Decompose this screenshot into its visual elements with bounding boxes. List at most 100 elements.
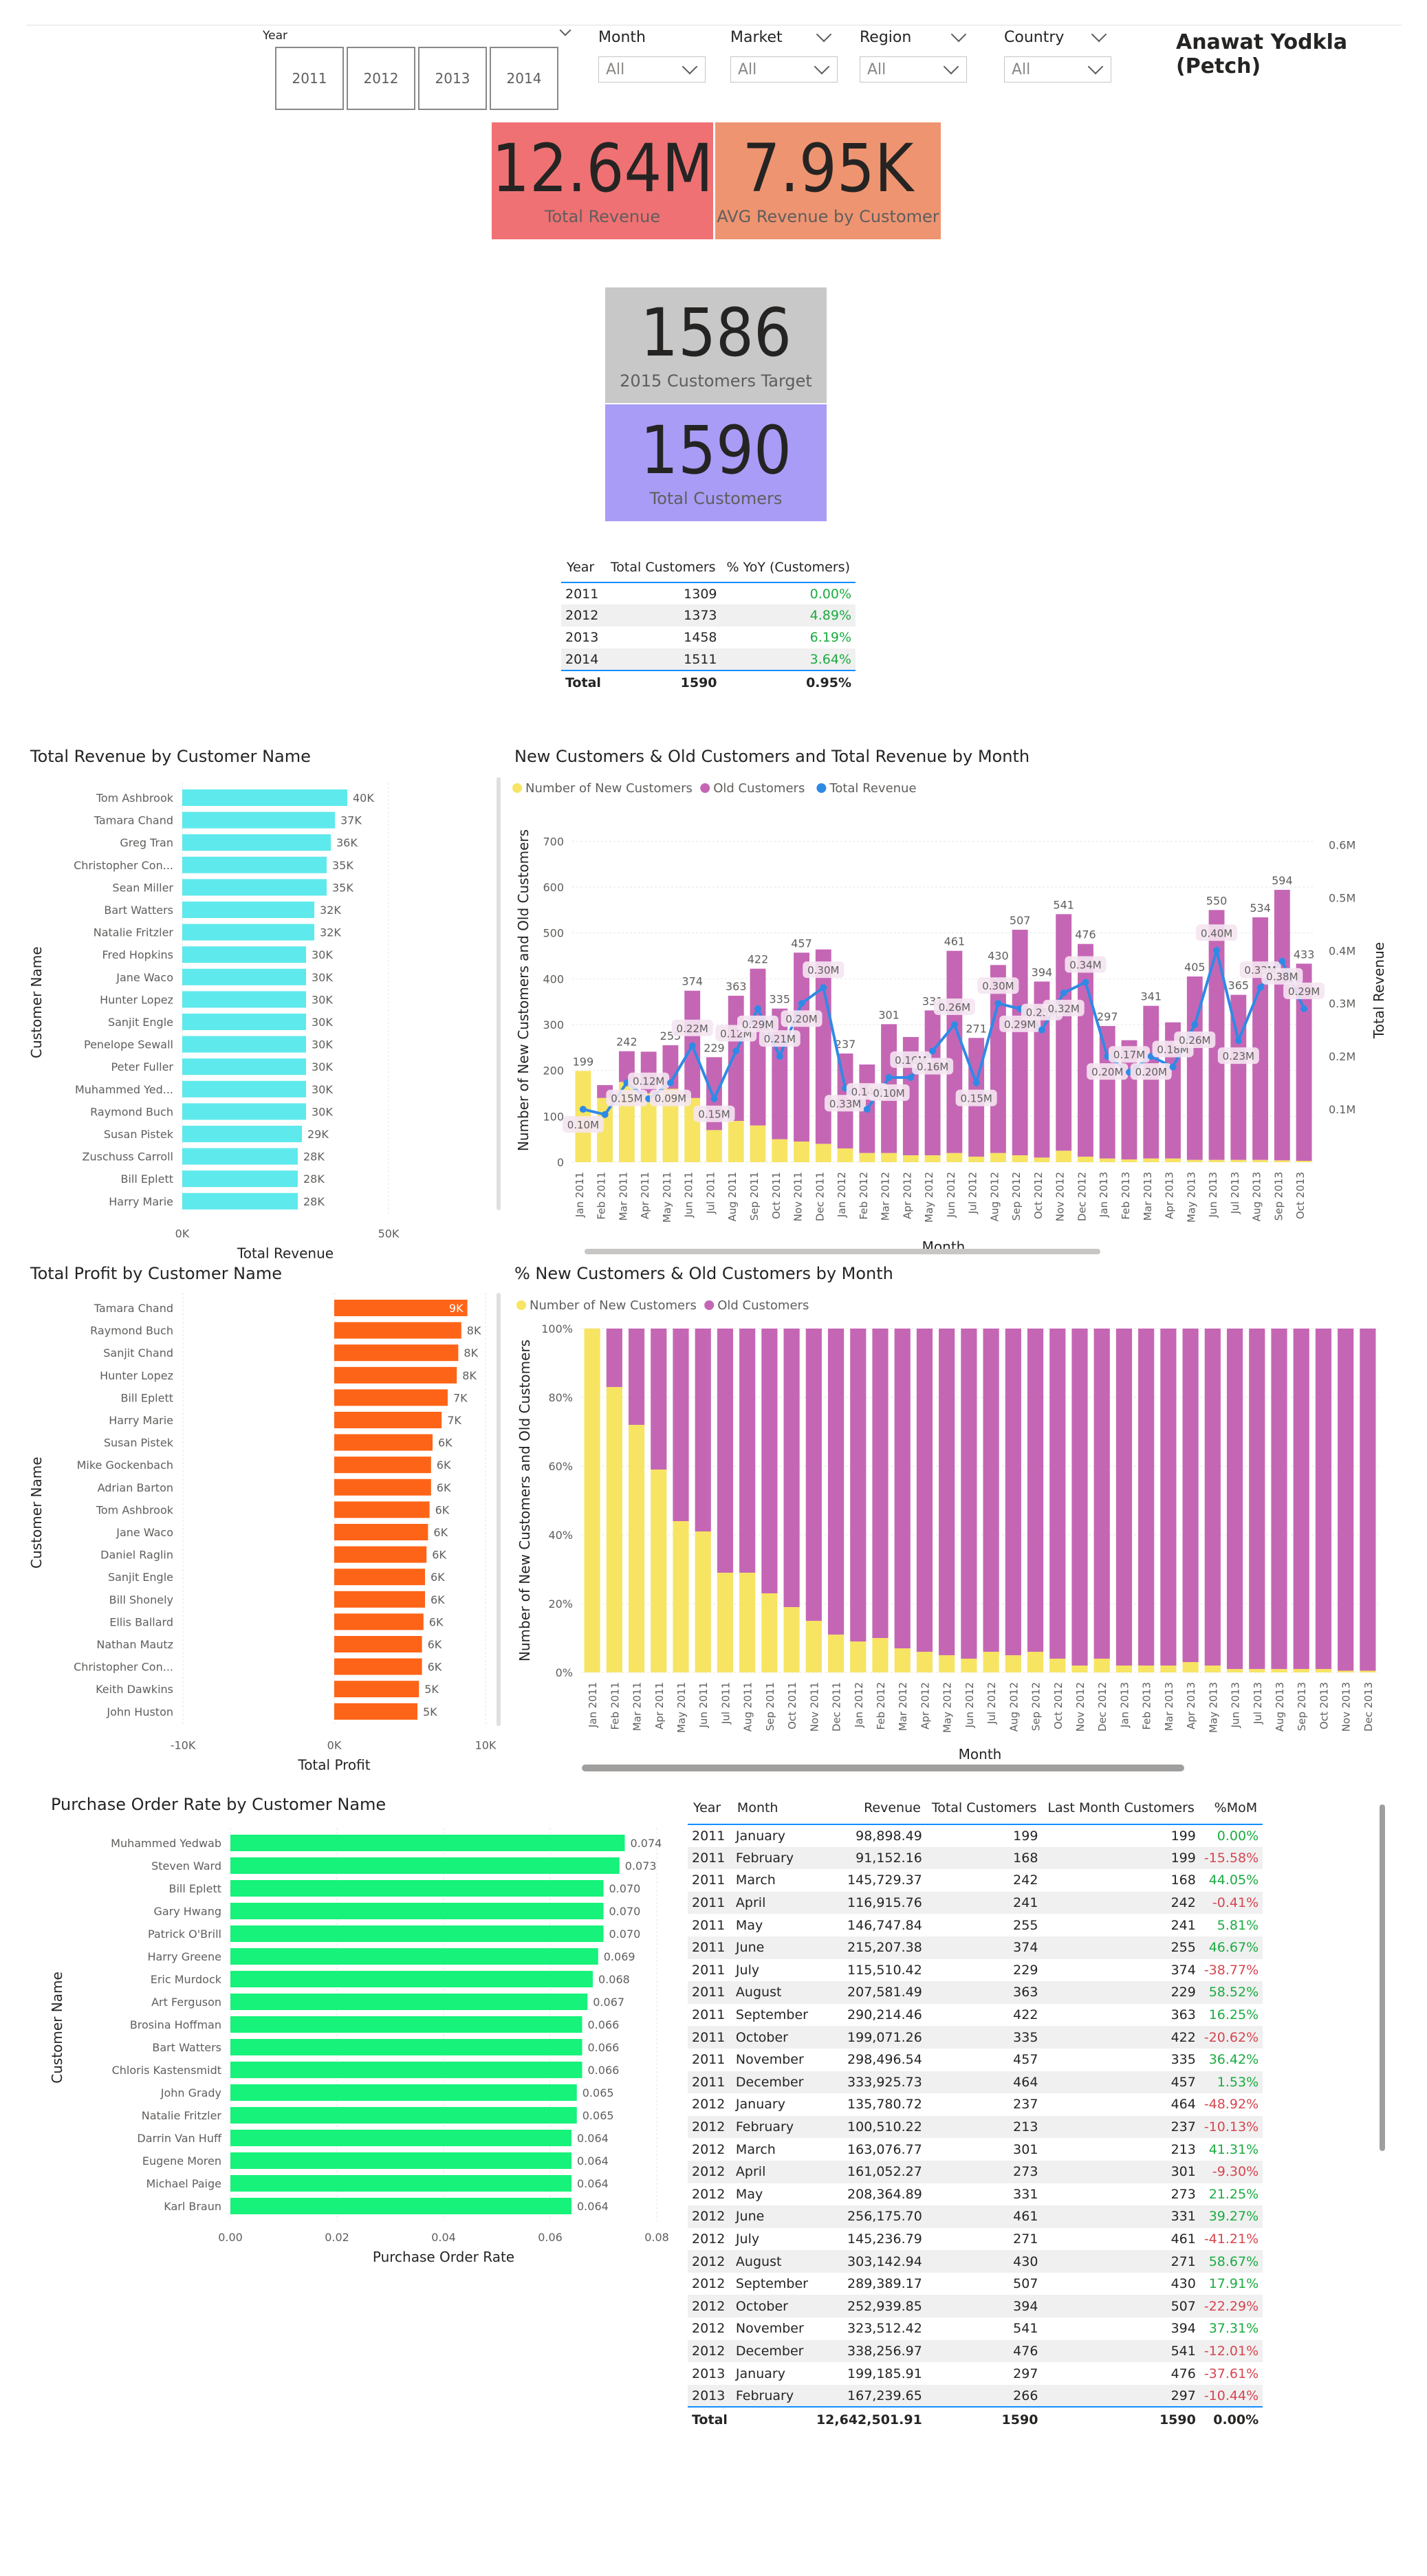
data-label: 30K	[312, 1038, 333, 1051]
line-data-label: 0.09M	[655, 1093, 686, 1105]
mom-cell: 237	[1170, 2119, 1196, 2135]
revenue-point	[972, 1079, 980, 1087]
mom-cell: -9.30%	[1212, 2164, 1259, 2180]
year-2013-button[interactable]: 2013	[418, 47, 487, 110]
mom-header[interactable]: Revenue	[864, 1800, 921, 1815]
bar-old-customers	[1293, 1329, 1309, 1669]
mom-cell: January	[735, 2366, 785, 2381]
bar	[182, 1103, 306, 1120]
mom-table-scrollbar[interactable]	[1380, 1804, 1385, 2151]
revenue-point	[579, 1106, 587, 1113]
bar	[182, 1170, 298, 1188]
bar-old-customers	[894, 1329, 911, 1648]
region-dropdown[interactable]: All	[860, 56, 967, 83]
mom-header[interactable]: Month	[737, 1800, 778, 1815]
pct-chart-h-scrollbar[interactable]	[582, 1765, 1184, 1771]
mom-header[interactable]: Year	[693, 1800, 721, 1815]
table-row: 2011 September 290,214.46 422 363 16.25%	[688, 2003, 1263, 2027]
bar	[182, 1148, 298, 1165]
revenue-point	[754, 1005, 761, 1012]
bar	[230, 2130, 571, 2146]
legend-marker	[700, 783, 710, 793]
bar-new-customers	[1034, 1157, 1050, 1162]
revenue-point	[1300, 1005, 1308, 1012]
mom-cell: 2011	[692, 1895, 726, 1911]
data-label: 0.074	[631, 1837, 662, 1850]
x-tick-label: 0.04	[431, 2231, 456, 2244]
profit-by-customer-title: Total Profit by Customer Name	[30, 1264, 282, 1283]
line-label-bg	[1130, 1063, 1172, 1080]
mom-cell: 145,729.37	[847, 1873, 922, 1888]
yoy-header[interactable]: Total Customers	[610, 560, 716, 575]
bar-total-label: 430	[988, 949, 1009, 962]
category-label: Ellis Ballard	[109, 1615, 173, 1628]
bar-old-customers	[1315, 1329, 1332, 1669]
pct-new-old-title: % New Customers & Old Customers by Month	[514, 1264, 893, 1283]
mom-header[interactable]: %MoM	[1214, 1800, 1258, 1815]
data-label: 28K	[303, 1195, 325, 1208]
year-2012-button[interactable]: 2012	[347, 47, 415, 110]
bar-new-customers	[805, 1621, 822, 1672]
market-dropdown[interactable]: All	[730, 56, 838, 83]
data-label: 37K	[340, 814, 362, 827]
bar-old-customers	[1027, 1329, 1044, 1652]
mom-header[interactable]: Last Month Customers	[1047, 1800, 1195, 1815]
bar-new-customers	[1204, 1666, 1221, 1672]
bar-total-label: 374	[682, 975, 703, 988]
data-label: 0.066	[588, 2064, 620, 2077]
bar	[182, 1192, 298, 1210]
mom-cell: 2011	[692, 1985, 726, 2000]
bar-old-customers	[794, 952, 809, 1142]
bar-new-customers	[859, 1153, 875, 1162]
data-label: 0.064	[577, 2177, 609, 2190]
x-tick-label: Oct 2012	[1052, 1682, 1065, 1729]
category-label: Eugene Moren	[142, 2154, 221, 2168]
mom-cell: 273	[1013, 2164, 1038, 2180]
bar-new-customers	[761, 1593, 778, 1672]
mom-cell: 507	[1170, 2298, 1196, 2314]
mom-cell: 255	[1013, 1917, 1038, 1933]
bar-new-customers	[1049, 1659, 1066, 1672]
mom-cell: 430	[1013, 2253, 1038, 2269]
bar-old-customers	[1056, 914, 1072, 1151]
year-2014-button[interactable]: 2014	[490, 47, 558, 110]
line-label-bg	[1261, 968, 1303, 985]
mom-cell: 237	[1013, 2097, 1038, 2113]
category-label: Brosina Hoffman	[130, 2018, 221, 2031]
mom-cell: 199	[1013, 1828, 1038, 1844]
profit-chart-scrollbar[interactable]	[497, 1293, 501, 1726]
revenue-chart-scrollbar[interactable]	[497, 777, 501, 1210]
mom-cell: 58.52%	[1208, 1985, 1259, 2000]
category-label: Gary Hwang	[153, 1905, 221, 1918]
yoy-header[interactable]: Year	[567, 560, 595, 575]
yoy-year: 2011	[565, 586, 599, 602]
mom-cell: 394	[1013, 2298, 1038, 2314]
line-label-bg	[1065, 956, 1107, 973]
bar-old-customers	[1230, 994, 1247, 1160]
revenue-chart-h-scrollbar[interactable]	[585, 1249, 1100, 1254]
x-tick-label: Nov 2013	[1340, 1682, 1353, 1732]
bar-old-customers	[850, 1329, 867, 1641]
country-dropdown[interactable]: All	[1004, 56, 1111, 83]
data-label: 6K	[429, 1615, 444, 1628]
bar-new-customers	[961, 1659, 977, 1672]
bar	[334, 1681, 420, 1698]
month-dropdown[interactable]: All	[598, 56, 706, 83]
x-tick-label: May 2011	[661, 1172, 673, 1223]
line-label-bg	[628, 1072, 670, 1089]
mom-header[interactable]: Total Customers	[931, 1800, 1037, 1815]
category-label: Harry Greene	[147, 1950, 221, 1963]
mom-cell: February	[735, 1850, 794, 1866]
category-label: Muhammed Yedwab	[111, 1837, 221, 1850]
year-slicer-label: Year	[263, 29, 287, 43]
yoy-header[interactable]: % YoY (Customers)	[726, 560, 850, 575]
data-label: 36K	[336, 836, 358, 849]
year-2011-button[interactable]: 2011	[275, 47, 344, 110]
bar	[182, 1058, 306, 1076]
mom-cell: 541	[1013, 2321, 1038, 2337]
data-label: 40K	[353, 792, 374, 805]
mom-cell: May	[735, 2186, 763, 2202]
mom-cell: -10.13%	[1203, 2119, 1259, 2135]
mom-cell: 100,510.22	[847, 2119, 922, 2135]
bar	[182, 879, 327, 896]
